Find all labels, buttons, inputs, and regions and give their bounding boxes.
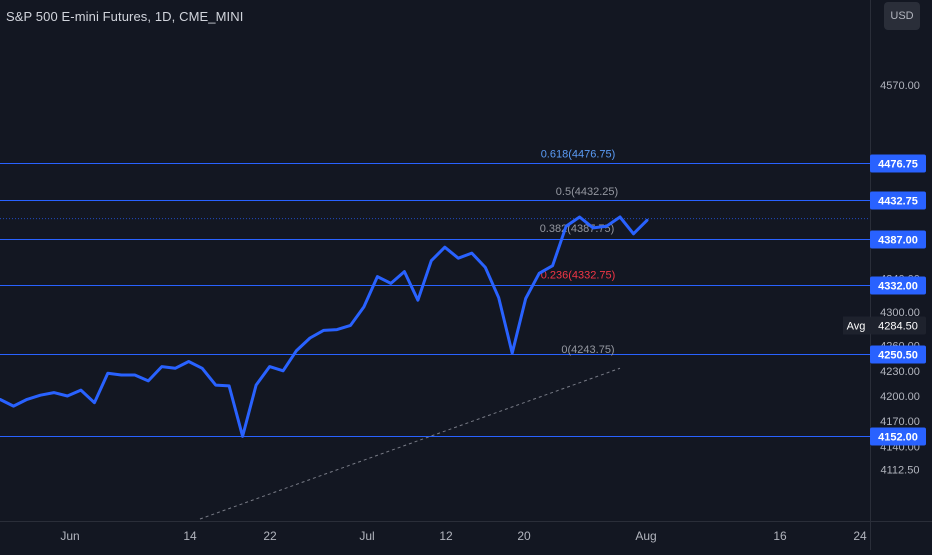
- price-tick-label: 4170.00: [880, 416, 920, 428]
- fib-level-label: 0.382(4387.75): [540, 223, 615, 235]
- price-level-tag: [870, 427, 926, 446]
- fib-level-label: 0.618(4476.75): [541, 148, 616, 160]
- price-level-tag-label: 4432.75: [878, 196, 918, 208]
- avg-price-tag: [870, 316, 926, 335]
- fib-trend-line[interactable]: [199, 367, 621, 520]
- fib-level-label: 0.5(4432.25): [556, 186, 618, 198]
- plot-area[interactable]: [0, 0, 870, 521]
- currency-button[interactable]: USD: [884, 2, 920, 30]
- price-axis[interactable]: [870, 0, 932, 550]
- price-level-tag: [870, 276, 926, 295]
- time-tick-label: Jun: [60, 529, 79, 543]
- price-level-tag: [870, 230, 926, 249]
- avg-price-tag-label: 4284.50: [878, 321, 918, 333]
- price-level-tag-label: 4332.00: [878, 281, 918, 293]
- price-level-tag: [870, 154, 926, 173]
- time-tick-label: 14: [183, 529, 197, 543]
- price-level-tag-label: 4476.75: [878, 159, 918, 171]
- price-level-tag-label: 4387.00: [878, 235, 918, 247]
- avg-label-box: [843, 316, 870, 335]
- fib-level-label: 0(4243.75): [561, 344, 614, 356]
- time-tick-label: Jul: [359, 529, 374, 543]
- symbol-title[interactable]: S&P 500 E-mini Futures, 1D, CME_MINI: [6, 9, 244, 24]
- price-level-tag: [870, 191, 926, 210]
- price-level-tag-label: 4152.00: [878, 432, 918, 444]
- time-tick-label: 20: [517, 529, 531, 543]
- price-level-tag-label: 4250.50: [878, 350, 918, 362]
- avg-label: Avg: [847, 321, 866, 333]
- time-tick-label: 16: [773, 529, 787, 543]
- price-series-line[interactable]: [0, 215, 649, 438]
- price-tick-label: 4570.00: [880, 80, 920, 92]
- price-tick-label: 4230.00: [880, 366, 920, 378]
- price-tick-label: 4300.00: [880, 307, 920, 319]
- time-tick-label: Aug: [635, 529, 656, 543]
- time-tick-label: 12: [439, 529, 453, 543]
- price-tick-label: 4112.50: [881, 465, 920, 477]
- price-tick-label: 4200.00: [880, 391, 920, 403]
- time-tick-label: 24: [853, 529, 867, 543]
- fib-level-label: 0.236(4332.75): [541, 269, 616, 281]
- price-level-tag: [870, 345, 926, 364]
- time-tick-label: 22: [263, 529, 277, 543]
